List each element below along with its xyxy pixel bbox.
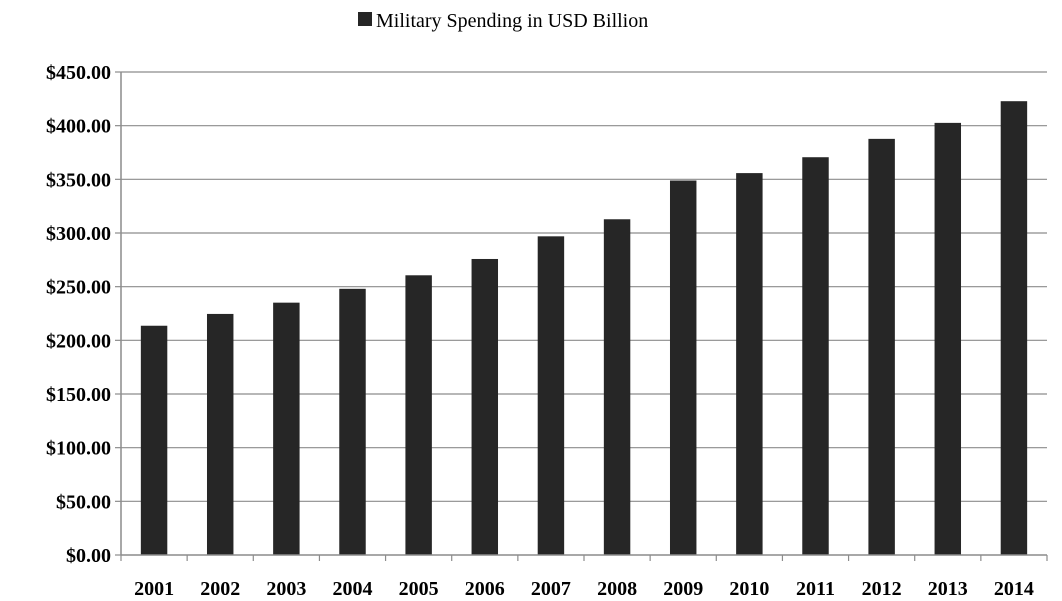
bar-2009 <box>669 180 697 555</box>
bar-2010 <box>736 173 763 555</box>
y-tick-label: $150.00 <box>46 384 111 406</box>
legend-label: Military Spending in USD Billion <box>376 10 648 32</box>
x-tick-label: 2001 <box>134 578 174 600</box>
bar-2005 <box>405 275 432 555</box>
y-tick-label: $350.00 <box>46 169 111 191</box>
x-tick-label: 2007 <box>531 578 571 600</box>
x-tick-label: 2008 <box>597 578 637 600</box>
y-tick-label: $0.00 <box>66 545 111 567</box>
bar-2011 <box>802 157 829 556</box>
gridlines <box>115 71 1048 561</box>
bar-2004 <box>339 288 366 555</box>
x-tick-label: 2003 <box>266 578 306 600</box>
y-tick-label: $100.00 <box>46 438 111 460</box>
y-tick-label: $200.00 <box>46 330 111 352</box>
y-tick-label: $50.00 <box>56 491 111 513</box>
x-tick-label: 2010 <box>729 578 769 600</box>
x-tick-label: 2002 <box>200 578 240 600</box>
bar-2006 <box>471 258 499 555</box>
bar-2012 <box>868 138 895 556</box>
x-tick-label: 2006 <box>465 578 505 600</box>
y-tick-label: $400.00 <box>46 116 111 138</box>
bar-2007 <box>537 236 565 555</box>
bar-2013 <box>934 122 962 555</box>
x-tick-label: 2004 <box>333 578 373 600</box>
x-tick-label: 2005 <box>399 578 439 600</box>
x-tick-label: 2014 <box>994 578 1034 600</box>
bar-2008 <box>603 219 631 555</box>
bar-2003 <box>273 302 300 555</box>
y-axis-tick-labels: $0.00 $50.00 $100.00 $150.00 $200.00 $250.00 $… <box>46 62 111 567</box>
bar-2014 <box>1000 101 1028 555</box>
bar-2001 <box>140 325 168 555</box>
x-tick-label: 2011 <box>796 578 835 600</box>
legend: Military Spending in USD Billion <box>358 10 648 32</box>
y-tick-label: $450.00 <box>46 62 111 84</box>
y-tick-label: $300.00 <box>46 223 111 245</box>
x-tick-label: 2009 <box>663 578 703 600</box>
bar-2002 <box>206 313 234 555</box>
legend-swatch <box>358 12 372 26</box>
x-tick-label: 2012 <box>862 578 902 600</box>
bars <box>140 101 1028 556</box>
y-tick-label: $250.00 <box>46 277 111 299</box>
x-axis-tick-labels: 2001 2002 2003 2004 2005 2006 2007 2008 2009 2010… <box>134 578 1034 600</box>
x-tick-label: 2013 <box>928 578 968 600</box>
